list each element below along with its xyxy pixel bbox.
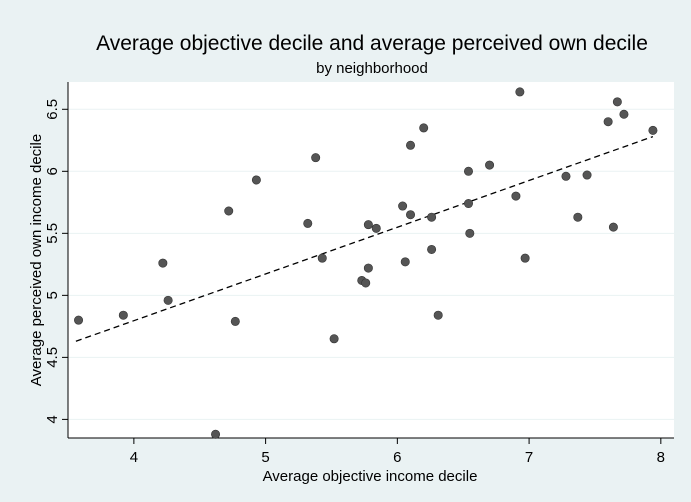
data-point <box>118 310 128 320</box>
data-point <box>400 257 410 267</box>
data-point <box>406 140 416 150</box>
data-point <box>520 253 530 263</box>
data-point <box>371 223 381 233</box>
y-tick-label: 4 <box>44 415 61 423</box>
data-point <box>211 429 221 439</box>
data-points <box>74 87 658 439</box>
y-axis-title: Average perceived own income decile <box>28 134 45 386</box>
y-tick-label: 5 <box>44 291 61 299</box>
grid-lines <box>68 108 674 420</box>
data-point <box>74 315 84 325</box>
data-point <box>648 125 658 135</box>
fitted-line <box>75 135 654 342</box>
x-tick-label: 8 <box>657 449 665 466</box>
x-axis-title: Average objective income decile <box>263 468 478 485</box>
data-point <box>608 222 618 232</box>
y-tick-label: 6.5 <box>44 99 61 120</box>
data-point <box>463 199 473 209</box>
data-point <box>230 316 240 326</box>
data-point <box>612 97 622 107</box>
data-point <box>361 278 371 288</box>
data-point <box>619 109 629 119</box>
data-point <box>363 220 373 230</box>
data-point <box>224 206 234 216</box>
data-point <box>158 258 168 268</box>
x-axis-ticks: 4 5 6 7 8 <box>130 438 665 466</box>
y-tick-label: 6 <box>44 167 61 175</box>
data-point <box>573 212 583 222</box>
chart-subtitle: by neighborhood <box>316 60 428 77</box>
data-point <box>427 212 437 222</box>
y-tick-label: 5.5 <box>44 223 61 244</box>
data-point <box>406 210 416 220</box>
data-point <box>511 191 521 201</box>
data-point <box>515 87 525 97</box>
data-point <box>561 171 571 181</box>
data-point <box>465 228 475 238</box>
data-point <box>363 263 373 273</box>
data-point <box>433 310 443 320</box>
data-point <box>317 253 327 263</box>
data-point <box>582 170 592 180</box>
x-tick-label: 5 <box>261 449 269 466</box>
data-point <box>427 244 437 254</box>
plot-area <box>68 82 674 438</box>
x-tick-label: 4 <box>130 449 138 466</box>
chart-title: Average objective decile and average per… <box>96 32 648 55</box>
data-point <box>311 153 321 163</box>
x-tick-label: 7 <box>525 449 533 466</box>
data-point <box>251 175 261 185</box>
data-point <box>163 295 173 305</box>
data-point <box>329 334 339 344</box>
data-point <box>419 123 429 133</box>
fit-line-group <box>75 135 654 342</box>
data-point <box>603 117 613 127</box>
data-point <box>463 166 473 176</box>
data-point <box>303 218 313 228</box>
x-tick-label: 6 <box>393 449 401 466</box>
data-point <box>485 160 495 170</box>
y-axis-ticks: 4 4.5 5 5.5 6 6.5 <box>44 99 68 424</box>
y-tick-label: 4.5 <box>44 347 61 368</box>
data-point <box>398 201 408 211</box>
